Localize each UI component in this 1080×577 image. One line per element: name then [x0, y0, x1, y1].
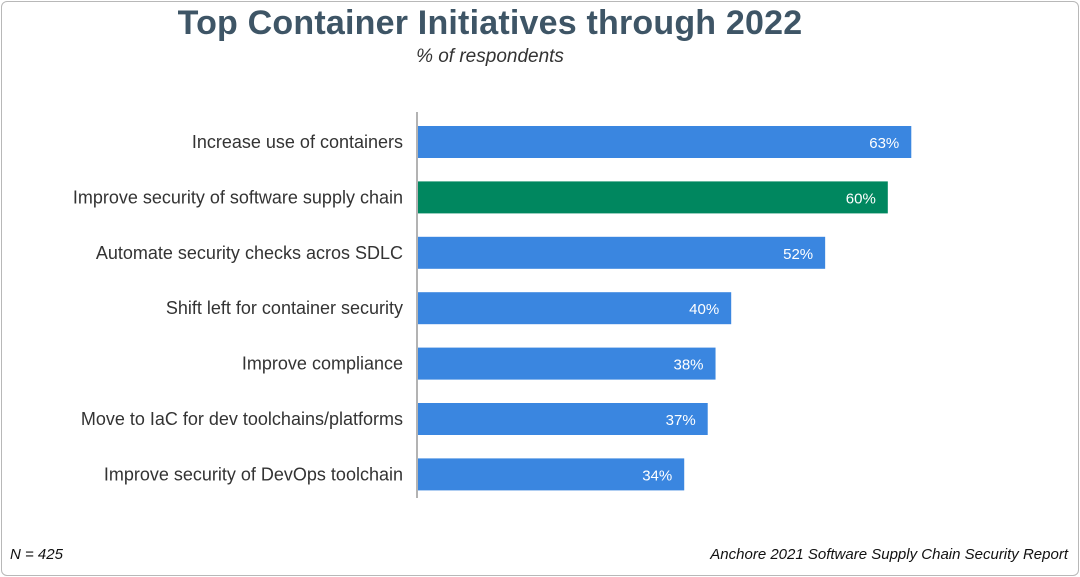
bar-value-label: 60% [846, 190, 876, 207]
bar-value-label: 52% [783, 246, 813, 263]
category-label: Improve security of DevOps toolchain [104, 464, 403, 484]
bar-value-label: 63% [869, 135, 899, 152]
bar [418, 347, 716, 380]
bar [418, 292, 732, 325]
bar [418, 458, 685, 491]
bar [418, 181, 888, 214]
bar [418, 126, 912, 158]
category-label: Shift left for container security [166, 298, 403, 318]
bar-value-label: 38% [674, 357, 704, 374]
source-note: Anchore 2021 Software Supply Chain Secur… [710, 546, 1068, 563]
category-label: Improve security of software supply chai… [73, 187, 403, 207]
category-label: Improve compliance [242, 354, 403, 374]
sample-size-note: N = 425 [10, 546, 63, 563]
bar-value-label: 34% [642, 467, 672, 484]
chart-subtitle: % of respondents [416, 46, 564, 67]
category-label: Move to IaC for dev toolchains/platforms [81, 409, 403, 429]
chart-title: Top Container Initiatives through 2022 [177, 4, 803, 42]
category-label: Increase use of containers [192, 132, 403, 152]
bar-value-label: 40% [689, 301, 719, 318]
bar [418, 236, 826, 269]
category-label: Automate security checks acros SDLC [96, 243, 403, 263]
bar-value-label: 37% [666, 412, 696, 429]
bar [418, 403, 708, 435]
